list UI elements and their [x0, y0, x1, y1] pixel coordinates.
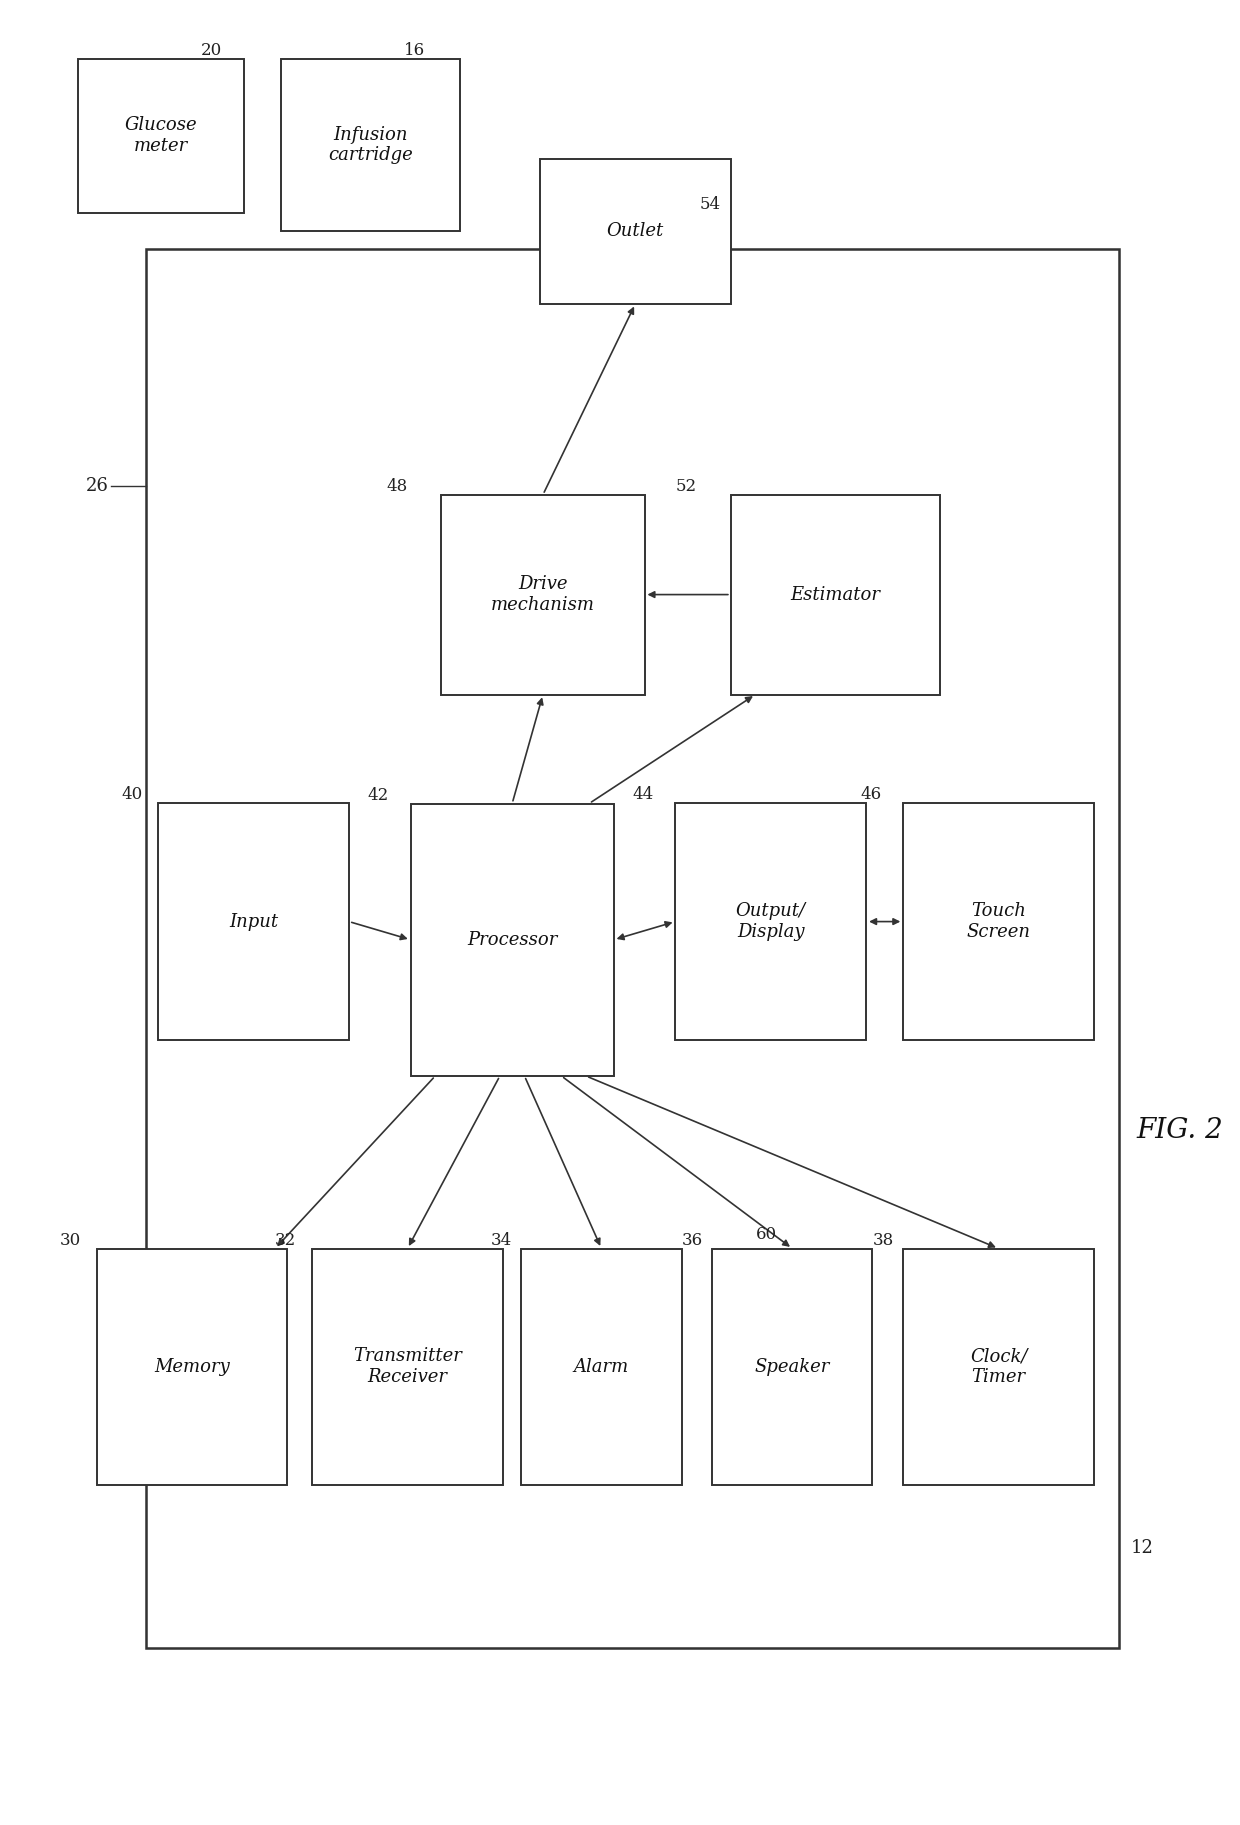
Bar — [97, 1248, 288, 1486]
Text: Clock/
Timer: Clock/ Timer — [970, 1347, 1028, 1385]
Text: Infusion
cartridge: Infusion cartridge — [329, 126, 413, 164]
Text: 38: 38 — [873, 1232, 894, 1248]
Text: 60: 60 — [755, 1226, 776, 1243]
Bar — [146, 250, 1118, 1648]
Text: 54: 54 — [701, 195, 722, 214]
Bar — [410, 803, 614, 1077]
Text: 40: 40 — [122, 787, 143, 803]
Bar — [312, 1248, 503, 1486]
Text: 30: 30 — [60, 1232, 81, 1248]
Text: Estimator: Estimator — [790, 586, 880, 604]
Bar — [441, 495, 645, 695]
Text: Transmitter
Receiver: Transmitter Receiver — [353, 1347, 463, 1385]
Text: Glucose
meter: Glucose meter — [125, 117, 197, 155]
Bar — [539, 159, 730, 305]
Text: FIG. 2: FIG. 2 — [1137, 1117, 1224, 1144]
Bar — [712, 1248, 873, 1486]
Text: Speaker: Speaker — [755, 1358, 830, 1376]
Text: 20: 20 — [201, 42, 222, 58]
Bar — [281, 58, 460, 232]
Bar — [159, 803, 348, 1040]
Text: 52: 52 — [676, 478, 697, 495]
Text: 26: 26 — [86, 476, 109, 495]
Text: 12: 12 — [1131, 1540, 1154, 1557]
Text: 32: 32 — [275, 1232, 296, 1248]
Text: 36: 36 — [682, 1232, 703, 1248]
Text: 16: 16 — [404, 42, 425, 58]
Bar — [903, 803, 1094, 1040]
Text: Memory: Memory — [154, 1358, 229, 1376]
Bar — [903, 1248, 1094, 1486]
Text: Outlet: Outlet — [606, 223, 663, 241]
Bar — [730, 495, 940, 695]
Bar — [78, 58, 244, 214]
Bar — [521, 1248, 682, 1486]
Text: Input: Input — [229, 912, 278, 931]
Text: 34: 34 — [491, 1232, 512, 1248]
Text: Processor: Processor — [467, 931, 557, 949]
Text: 42: 42 — [367, 787, 388, 803]
Text: Output/
Display: Output/ Display — [735, 902, 806, 942]
Text: Alarm: Alarm — [574, 1358, 629, 1376]
Text: 48: 48 — [386, 478, 407, 495]
Text: Touch
Screen: Touch Screen — [967, 902, 1030, 942]
Text: 44: 44 — [632, 787, 653, 803]
Bar — [676, 803, 867, 1040]
Text: 46: 46 — [861, 787, 882, 803]
Text: Drive
mechanism: Drive mechanism — [491, 575, 595, 613]
